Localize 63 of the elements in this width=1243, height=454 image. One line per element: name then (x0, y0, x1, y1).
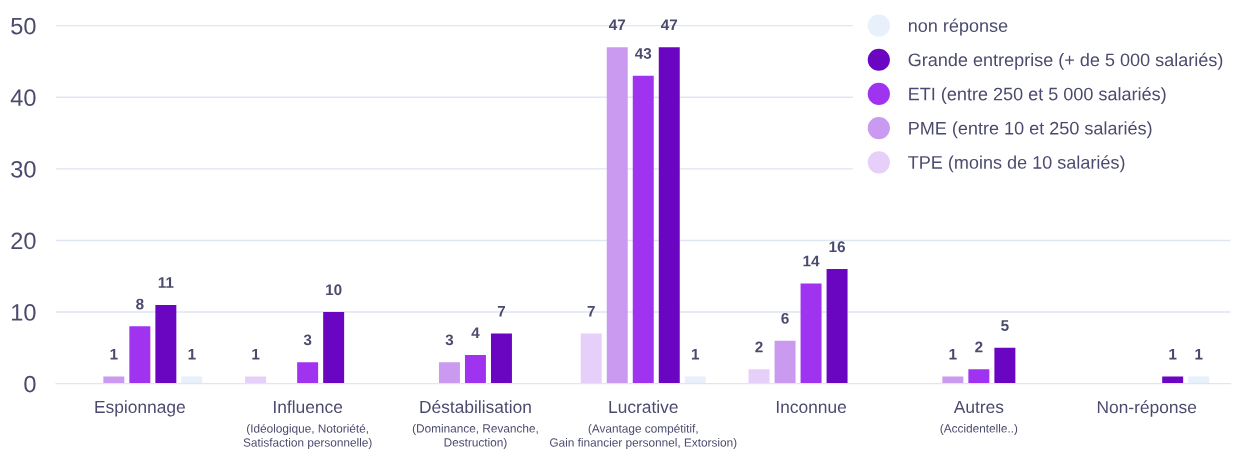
data-label: 1 (110, 348, 118, 360)
data-label: 16 (829, 241, 846, 253)
y-tick-label: 20 (11, 232, 36, 250)
bar (606, 47, 628, 384)
bar (245, 376, 267, 384)
data-label: 1 (252, 348, 260, 360)
data-label: 7 (587, 305, 595, 317)
bar (994, 347, 1016, 384)
data-label: 8 (136, 298, 144, 310)
x-tick-label: Déstabilisation (Dominance, Revanche, Destruction) (412, 400, 538, 449)
x-tick-label: Non-réponse (1097, 400, 1197, 417)
data-label: 1 (1169, 348, 1177, 360)
bar (580, 333, 602, 384)
data-label: 43 (634, 48, 652, 59)
bar (658, 47, 680, 384)
data-label: 6 (781, 312, 789, 324)
data-label: 1 (188, 348, 196, 360)
data-label: 1 (1195, 348, 1203, 360)
bar (826, 269, 848, 384)
x-tick-label: Lucrative (Avantage compétitif, Gain financier personnel, Extorsion) (550, 400, 737, 450)
data-label: 47 (608, 19, 626, 31)
data-label: 10 (326, 284, 342, 296)
data-label: 5 (1001, 320, 1009, 331)
bar (632, 75, 654, 384)
bar (774, 340, 796, 384)
legend-label: Grande entreprise (+ de 5 000 salariés) (908, 52, 1223, 70)
bar (155, 304, 177, 384)
y-tick-label: 40 (10, 89, 36, 107)
data-label: 47 (661, 19, 678, 31)
bar (942, 376, 964, 384)
x-tick-label: Autres (Accidentelle..) (940, 400, 1018, 435)
legend-label: PME (entre 10 et 250 salariés) (909, 121, 1152, 139)
bar (297, 362, 319, 384)
data-label: 1 (691, 348, 700, 360)
legend-label: ETI (entre 250 et 5 000 salariés) (909, 86, 1166, 104)
data-label: 4 (471, 327, 480, 338)
y-tick-label: 10 (12, 304, 36, 321)
bar (464, 354, 486, 384)
bar (800, 283, 822, 384)
data-label: 7 (497, 305, 506, 317)
data-label: 14 (803, 255, 820, 267)
data-label: 3 (445, 334, 454, 346)
x-tick-label: Espionnage (95, 400, 185, 417)
bar (968, 369, 990, 384)
y-tick-label: 0 (24, 375, 36, 393)
y-tick-label: 50 (11, 17, 36, 35)
data-label: 2 (975, 341, 983, 353)
y-tick-label: 30 (11, 160, 36, 178)
bar (748, 369, 770, 384)
legend-label: TPE (moins de 10 salariés) (908, 155, 1125, 173)
legend-label: non réponse (908, 18, 1008, 36)
data-label: 1 (949, 348, 957, 360)
bar (1162, 376, 1184, 384)
data-label: 3 (303, 334, 312, 346)
bar (438, 362, 460, 384)
bar (103, 376, 125, 384)
x-tick-label: Inconnue (776, 400, 847, 414)
data-label: 2 (755, 341, 763, 353)
bar (490, 333, 512, 384)
x-tick-label: Influence (Idéologique, Notoriété, Satisfaction personnelle) (243, 400, 372, 450)
bar (323, 312, 345, 384)
bar (129, 326, 151, 384)
data-label: 11 (158, 277, 174, 288)
